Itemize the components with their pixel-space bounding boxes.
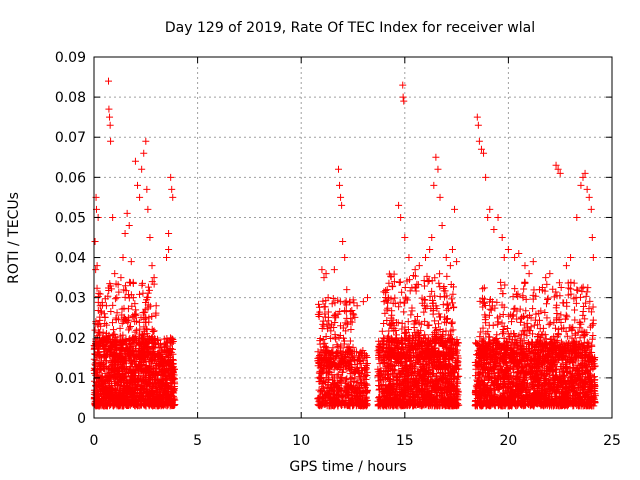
data-point bbox=[131, 389, 139, 397]
data-point bbox=[436, 270, 444, 278]
data-point bbox=[421, 331, 429, 339]
data-point bbox=[93, 284, 101, 292]
data-point bbox=[139, 289, 147, 297]
data-point bbox=[94, 381, 102, 389]
data-point bbox=[343, 314, 351, 322]
data-point bbox=[346, 337, 354, 345]
data-point bbox=[160, 343, 168, 351]
data-point bbox=[105, 395, 113, 403]
data-point bbox=[362, 380, 370, 388]
data-point bbox=[121, 282, 129, 290]
data-point bbox=[136, 290, 144, 298]
data-point bbox=[420, 308, 428, 316]
data-point bbox=[442, 319, 450, 327]
chart-title: Day 129 of 2019, Rate Of TEC Index for r… bbox=[165, 20, 535, 36]
data-points bbox=[90, 77, 599, 410]
data-point bbox=[439, 301, 447, 309]
data-point bbox=[109, 326, 117, 334]
data-point bbox=[341, 299, 349, 307]
data-point bbox=[341, 307, 349, 315]
data-point bbox=[448, 295, 456, 303]
data-point bbox=[445, 305, 453, 313]
data-point bbox=[144, 283, 152, 291]
data-point bbox=[109, 301, 117, 309]
data-point bbox=[101, 357, 109, 365]
data-point bbox=[155, 344, 163, 352]
data-point bbox=[428, 287, 436, 295]
data-point bbox=[125, 326, 133, 334]
data-point bbox=[378, 327, 386, 335]
grid-lines bbox=[94, 57, 612, 418]
data-point bbox=[391, 294, 399, 302]
data-point bbox=[150, 327, 158, 335]
data-point bbox=[424, 278, 432, 286]
data-point bbox=[111, 295, 119, 303]
data-point bbox=[347, 326, 355, 334]
x-axis-label: GPS time / hours bbox=[289, 459, 406, 475]
data-point bbox=[127, 360, 135, 368]
data-point bbox=[129, 280, 137, 288]
data-point bbox=[400, 308, 408, 316]
data-point bbox=[120, 304, 128, 312]
data-point bbox=[396, 298, 404, 306]
data-point bbox=[107, 308, 115, 316]
data-point bbox=[443, 306, 451, 314]
data-point bbox=[114, 379, 122, 387]
data-point bbox=[138, 279, 146, 287]
data-point bbox=[449, 290, 457, 298]
data-point bbox=[333, 341, 341, 349]
data-point bbox=[97, 365, 105, 373]
data-point bbox=[443, 272, 451, 280]
data-point bbox=[145, 363, 153, 371]
data-point bbox=[348, 306, 356, 314]
data-point bbox=[395, 303, 403, 311]
y-axis-label: ROTI / TECUs bbox=[6, 192, 22, 284]
data-point bbox=[106, 377, 114, 385]
data-point bbox=[329, 295, 337, 303]
data-point bbox=[342, 308, 350, 316]
data-point bbox=[436, 283, 444, 291]
data-point bbox=[169, 350, 177, 358]
data-point bbox=[398, 288, 406, 296]
data-point bbox=[435, 279, 443, 287]
data-point bbox=[132, 326, 140, 334]
data-point bbox=[91, 360, 99, 368]
data-point bbox=[125, 324, 133, 332]
data-point bbox=[407, 311, 415, 319]
data-point bbox=[447, 320, 455, 328]
data-point bbox=[401, 283, 409, 291]
data-point bbox=[96, 313, 104, 321]
data-point bbox=[331, 318, 339, 326]
data-point bbox=[425, 321, 433, 329]
data-point bbox=[443, 300, 451, 308]
